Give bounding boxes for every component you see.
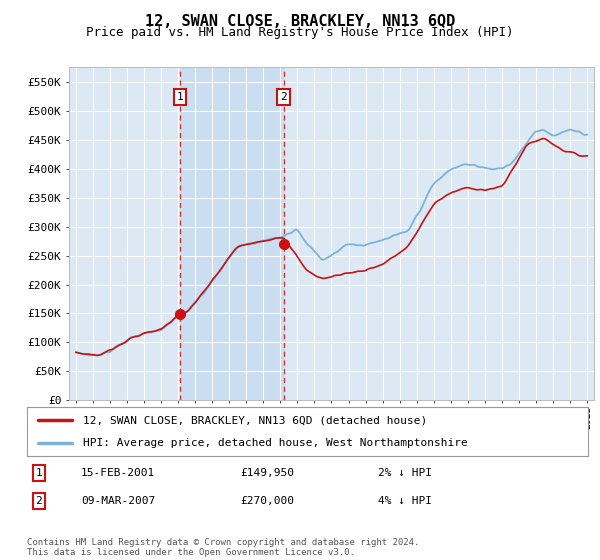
Text: 12, SWAN CLOSE, BRACKLEY, NN13 6QD: 12, SWAN CLOSE, BRACKLEY, NN13 6QD bbox=[145, 14, 455, 29]
Text: HPI: Average price, detached house, West Northamptonshire: HPI: Average price, detached house, West… bbox=[83, 438, 468, 448]
Text: 12, SWAN CLOSE, BRACKLEY, NN13 6QD (detached house): 12, SWAN CLOSE, BRACKLEY, NN13 6QD (deta… bbox=[83, 416, 427, 426]
Bar bbox=[180, 67, 284, 400]
Text: £270,000: £270,000 bbox=[240, 496, 294, 506]
Text: 4% ↓ HPI: 4% ↓ HPI bbox=[378, 496, 432, 506]
Text: 09-MAR-2007: 09-MAR-2007 bbox=[81, 496, 155, 506]
Text: £149,950: £149,950 bbox=[240, 468, 294, 478]
Text: Price paid vs. HM Land Registry's House Price Index (HPI): Price paid vs. HM Land Registry's House … bbox=[86, 26, 514, 39]
Text: 15-FEB-2001: 15-FEB-2001 bbox=[81, 468, 155, 478]
Text: Contains HM Land Registry data © Crown copyright and database right 2024.
This d: Contains HM Land Registry data © Crown c… bbox=[27, 538, 419, 557]
Text: 2: 2 bbox=[280, 92, 287, 102]
Text: 1: 1 bbox=[177, 92, 184, 102]
Text: 1: 1 bbox=[35, 468, 43, 478]
Text: 2% ↓ HPI: 2% ↓ HPI bbox=[378, 468, 432, 478]
Text: 2: 2 bbox=[35, 496, 43, 506]
